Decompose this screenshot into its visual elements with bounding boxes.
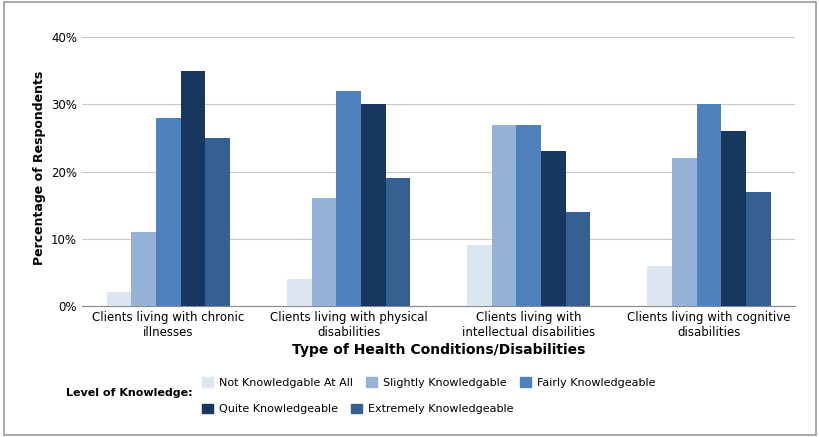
- Bar: [672, 158, 696, 306]
- Bar: [721, 131, 745, 306]
- Bar: [467, 246, 491, 306]
- Bar: [360, 104, 385, 306]
- Bar: [565, 212, 590, 306]
- Text: Level of Knowledge:: Level of Knowledge:: [66, 388, 192, 398]
- Bar: [205, 138, 229, 306]
- Text: Type of Health Conditions/Disabilities: Type of Health Conditions/Disabilities: [292, 343, 585, 357]
- Bar: [385, 178, 410, 306]
- Bar: [156, 118, 180, 306]
- Bar: [696, 104, 721, 306]
- Bar: [541, 152, 565, 306]
- Bar: [745, 192, 770, 306]
- Bar: [106, 292, 131, 306]
- Bar: [491, 125, 516, 306]
- Y-axis label: Percentage of Respondents: Percentage of Respondents: [33, 71, 46, 265]
- Bar: [180, 71, 205, 306]
- Bar: [131, 232, 156, 306]
- Bar: [311, 198, 336, 306]
- Legend: Quite Knowledgeable, Extremely Knowledgeable: Quite Knowledgeable, Extremely Knowledge…: [202, 403, 513, 414]
- Bar: [287, 279, 311, 306]
- Bar: [516, 125, 541, 306]
- Bar: [336, 91, 360, 306]
- Bar: [647, 266, 672, 306]
- Legend: Not Knowledgable At All, Slightly Knowledgable, Fairly Knowledgeable: Not Knowledgable At All, Slightly Knowle…: [202, 377, 654, 388]
